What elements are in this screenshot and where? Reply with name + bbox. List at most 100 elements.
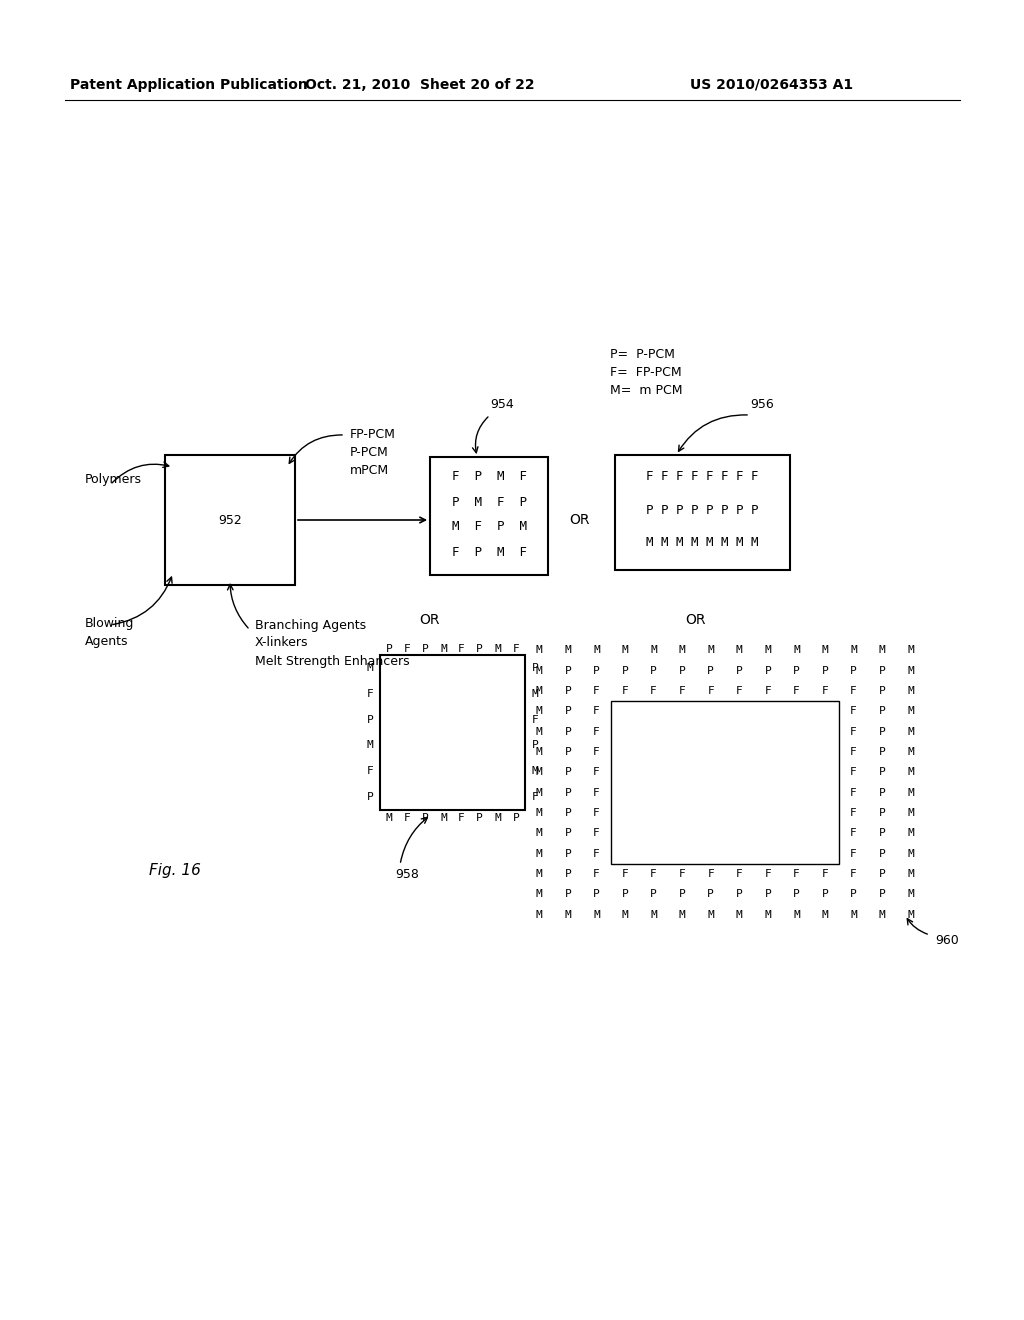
Text: 956: 956 [750, 399, 774, 412]
Text: M: M [367, 663, 374, 673]
Text: M: M [850, 645, 857, 655]
Text: P: P [564, 890, 571, 899]
Text: P: P [765, 890, 771, 899]
Text: P: P [736, 665, 742, 676]
Text: M: M [536, 645, 543, 655]
Text: M: M [765, 909, 771, 920]
Text: Patent Application Publication: Patent Application Publication [70, 78, 308, 92]
Text: M: M [907, 665, 914, 676]
Text: P: P [367, 714, 374, 725]
Text: M: M [821, 645, 828, 655]
Text: F: F [821, 686, 828, 696]
Text: M: M [907, 767, 914, 777]
Text: M: M [536, 890, 543, 899]
Text: M: M [536, 808, 543, 818]
Text: F: F [593, 747, 600, 756]
Text: P: P [476, 813, 483, 822]
Text: M: M [536, 686, 543, 696]
Text: P: P [879, 788, 886, 797]
Text: M: M [907, 849, 914, 859]
Text: P: P [564, 829, 571, 838]
Text: P: P [679, 665, 685, 676]
Text: F: F [622, 869, 629, 879]
Text: M: M [650, 645, 657, 655]
Text: F: F [458, 644, 465, 653]
Text: F: F [850, 808, 857, 818]
Text: 952: 952 [218, 513, 242, 527]
Bar [165, 455, 295, 585]
Bar [615, 455, 790, 570]
Text: P: P [793, 665, 800, 676]
Text: M: M [907, 808, 914, 818]
Text: P: P [708, 665, 714, 676]
Bar [430, 457, 548, 576]
Text: P: P [564, 788, 571, 797]
Text: P: P [593, 665, 600, 676]
Text: P: P [879, 747, 886, 756]
Text: P: P [879, 686, 886, 696]
Text: P: P [821, 665, 828, 676]
Text: M: M [536, 829, 543, 838]
Text: M: M [850, 909, 857, 920]
Text: M: M [650, 909, 657, 920]
Text: F: F [650, 869, 657, 879]
Text: M: M [440, 813, 446, 822]
Text: M: M [531, 689, 539, 698]
Text: P: P [879, 767, 886, 777]
Text: P: P [679, 890, 685, 899]
Text: F: F [850, 726, 857, 737]
Text: P: P [386, 644, 392, 653]
Text: M: M [536, 747, 543, 756]
Text: F  P  M  F: F P M F [452, 545, 526, 558]
Text: M: M [907, 645, 914, 655]
Text: 960: 960 [935, 933, 958, 946]
Text: M: M [386, 813, 392, 822]
Text: M: M [564, 909, 571, 920]
Text: P: P [765, 665, 771, 676]
Text: M: M [536, 726, 543, 737]
Text: M: M [879, 909, 886, 920]
Text: F: F [593, 788, 600, 797]
Text: X-linkers: X-linkers [255, 636, 308, 649]
Text: F: F [593, 767, 600, 777]
Text: P: P [513, 813, 519, 822]
Text: P: P [564, 686, 571, 696]
Text: M: M [536, 869, 543, 879]
Text: F: F [367, 689, 374, 698]
Text: M: M [907, 686, 914, 696]
Text: P  M  F  P: P M F P [452, 495, 526, 508]
Bar [380, 655, 525, 810]
Text: M: M [907, 829, 914, 838]
Text: P: P [879, 808, 886, 818]
Text: P: P [850, 890, 857, 899]
Text: F: F [850, 747, 857, 756]
Text: P: P [564, 767, 571, 777]
Text: Agents: Agents [85, 635, 128, 648]
Text: OR: OR [569, 513, 590, 527]
Text: F: F [708, 869, 714, 879]
Text: F: F [458, 813, 465, 822]
Text: F: F [593, 829, 600, 838]
Text: F: F [765, 686, 771, 696]
Text: M: M [907, 890, 914, 899]
Text: P: P [622, 665, 629, 676]
Text: P: P [531, 741, 539, 750]
Text: OR: OR [685, 612, 706, 627]
Text: F: F [821, 869, 828, 879]
Text: US 2010/0264353 A1: US 2010/0264353 A1 [690, 78, 853, 92]
Text: F=  FP-PCM: F= FP-PCM [610, 367, 682, 380]
Text: M: M [622, 909, 629, 920]
Text: P P P P P P P P: P P P P P P P P [646, 503, 759, 516]
Text: P: P [564, 869, 571, 879]
Text: P: P [879, 665, 886, 676]
Text: M: M [536, 909, 543, 920]
Text: F: F [593, 869, 600, 879]
Text: Fig. 16: Fig. 16 [150, 862, 201, 878]
Text: F: F [593, 726, 600, 737]
Text: P: P [476, 644, 483, 653]
Text: F: F [531, 714, 539, 725]
Text: F F F F F F F F: F F F F F F F F [646, 470, 759, 483]
Text: M: M [907, 706, 914, 717]
Text: F: F [679, 869, 685, 879]
Text: P=  P-PCM: P= P-PCM [610, 348, 675, 362]
